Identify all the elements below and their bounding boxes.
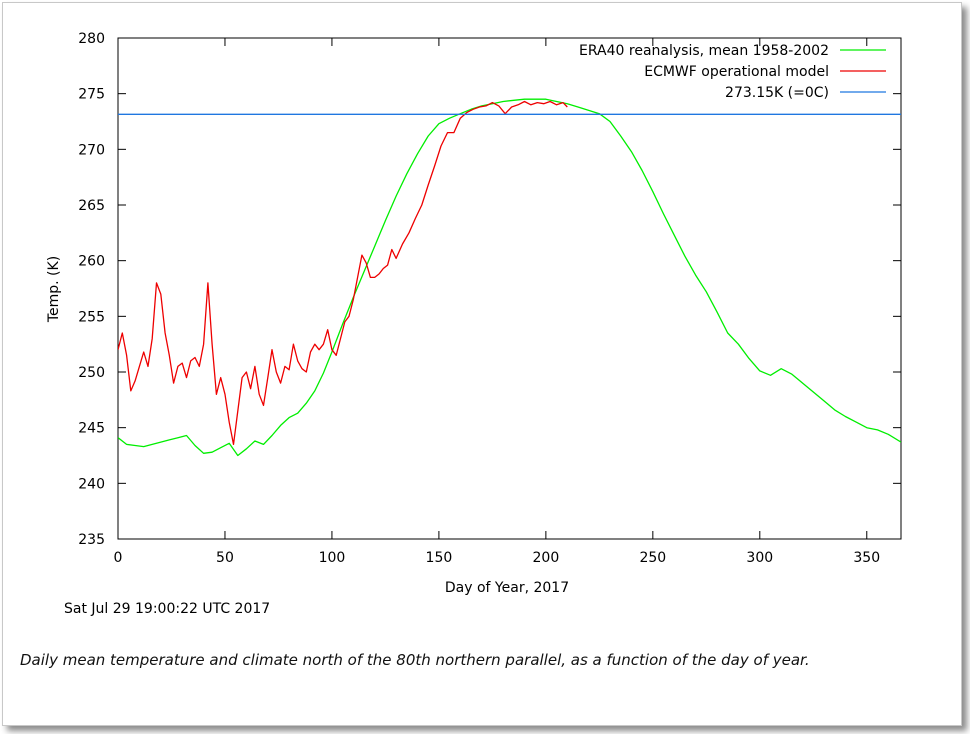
plot-area	[117, 37, 902, 540]
x-tick-label: 250	[639, 550, 666, 566]
legend: ERA40 reanalysis, mean 1958-2002 ECMWF op…	[579, 43, 886, 101]
x-tick-label: 0	[114, 550, 123, 566]
legend-entry-era40-label: ERA40 reanalysis, mean 1958-2002	[579, 43, 829, 59]
y-tick-label: 270	[78, 142, 105, 158]
y-tick-label: 250	[78, 365, 105, 381]
x-tick-label: 200	[533, 550, 560, 566]
x-tick-label: 300	[746, 550, 773, 566]
y-axis-ticks: 235 240 245 250 255 260 265 270 275 280	[78, 31, 901, 548]
y-tick-label: 235	[78, 532, 105, 548]
y-tick-label: 280	[78, 31, 105, 47]
series-lines	[118, 98, 901, 457]
x-tick-label: 150	[426, 550, 453, 566]
series-line-ecmwf	[118, 100, 568, 446]
y-axis-label: Temp. (K)	[46, 256, 62, 323]
figure-frame	[2, 2, 962, 726]
x-tick-label: 350	[853, 550, 880, 566]
y-tick-label: 245	[78, 421, 105, 437]
y-tick-label: 265	[78, 198, 105, 214]
x-tick-label: 100	[319, 550, 346, 566]
legend-entry-freezing-label: 273.15K (=0C)	[725, 85, 829, 101]
series-line-era40	[118, 98, 901, 457]
y-tick-label: 240	[78, 476, 105, 492]
y-tick-label: 275	[78, 87, 105, 103]
timestamp: Sat Jul 29 19:00:22 UTC 2017	[64, 601, 270, 617]
y-tick-label: 255	[78, 309, 105, 325]
temperature-chart: 235 240 245 250 255 260 265 270 275 280 0 50 100 150…	[46, 31, 902, 617]
x-axis-label: Day of Year, 2017	[445, 580, 569, 596]
x-axis-ticks: 0 50 100 150 200 250 300 350	[114, 38, 880, 566]
figure-caption: Daily mean temperature and climate north…	[20, 651, 810, 669]
y-tick-label: 260	[78, 254, 105, 270]
x-tick-label: 50	[216, 550, 234, 566]
legend-entry-ecmwf-label: ECMWF operational model	[644, 64, 829, 80]
